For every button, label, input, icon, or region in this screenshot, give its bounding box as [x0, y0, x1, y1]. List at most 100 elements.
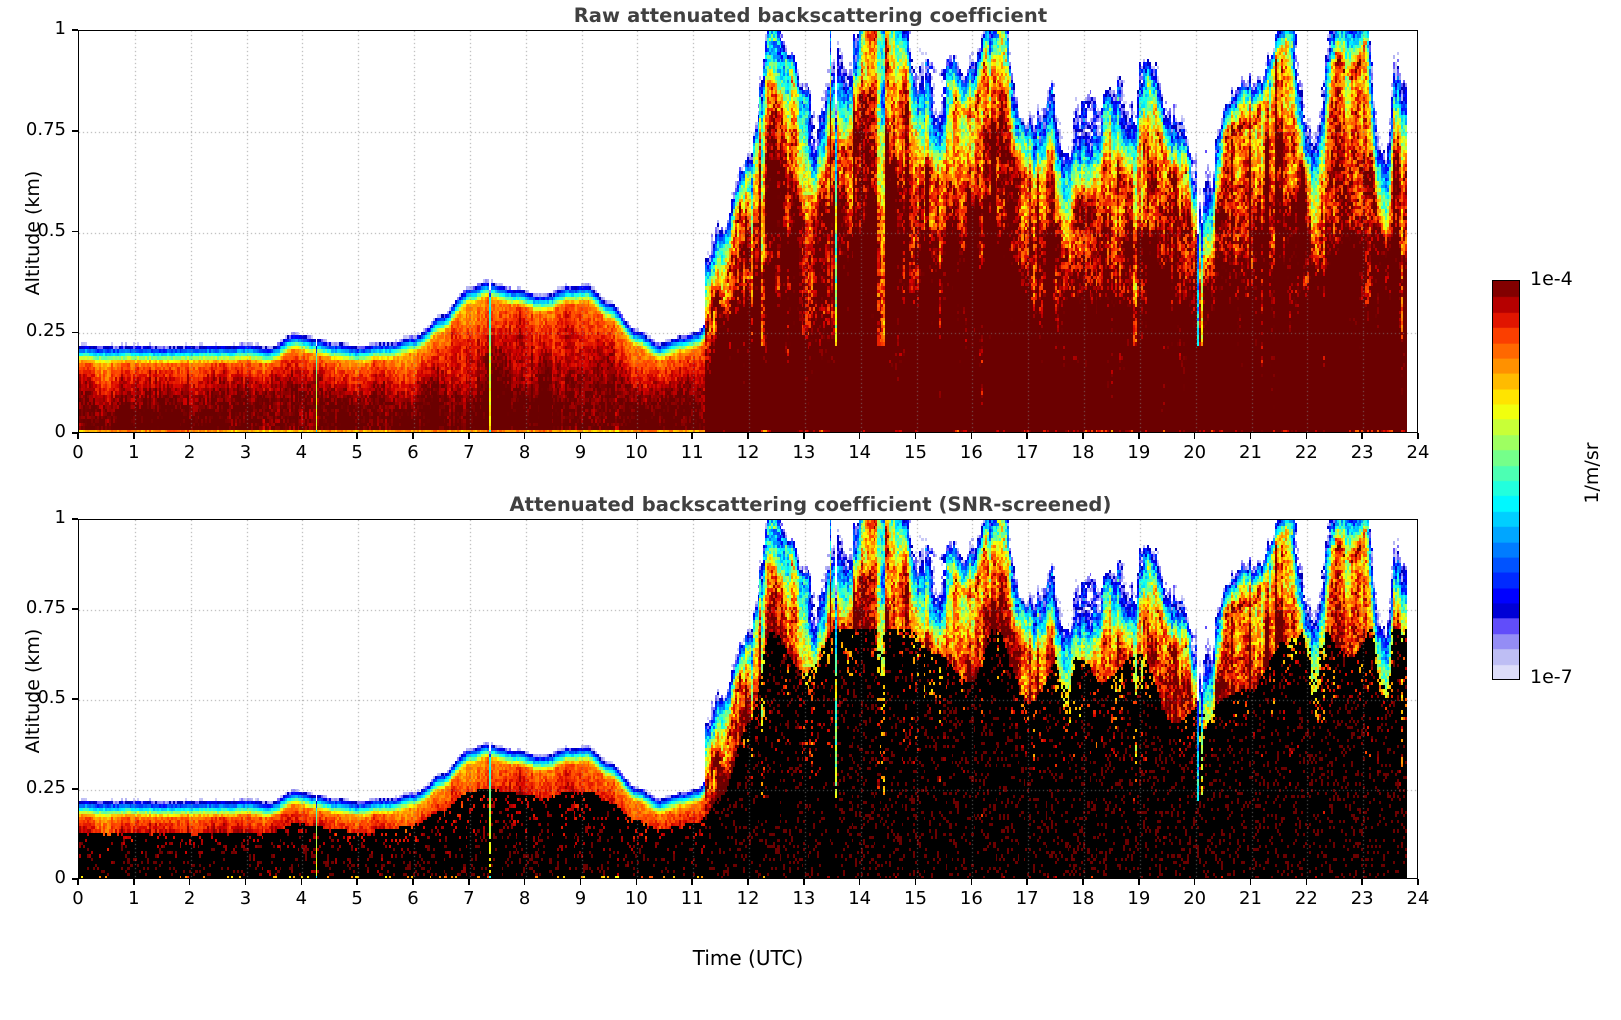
x-tickmark	[914, 433, 917, 439]
y-tickmark	[72, 230, 78, 233]
y-tick-label: 0	[54, 421, 66, 442]
x-tickmark	[691, 433, 693, 439]
x-tickmark	[1082, 433, 1084, 439]
x-tick-label: 18	[1071, 442, 1095, 463]
x-tickmark	[1026, 433, 1028, 439]
y-tickmark	[72, 130, 78, 132]
x-tick-label: 23	[1350, 442, 1374, 463]
colorbar-canvas	[1493, 281, 1519, 679]
heatmap-raw	[79, 31, 1417, 432]
y-tick-label: 0.75	[25, 118, 66, 140]
x-tick-label: 21	[1239, 888, 1262, 909]
plot-area-screened	[78, 519, 1418, 879]
x-tick-label: 0	[72, 442, 84, 463]
x-tick-label: 20	[1183, 888, 1207, 909]
x-tick-label: 13	[792, 442, 816, 463]
x-tickmark	[858, 879, 861, 885]
x-tick-label: 8	[518, 442, 531, 463]
x-tickmark	[1417, 879, 1419, 885]
x-tick-label: 14	[848, 888, 872, 909]
x-tick-label: 11	[680, 888, 704, 909]
y-tickmark	[72, 331, 78, 333]
x-tickmark	[1305, 433, 1308, 439]
x-tickmark	[1361, 879, 1363, 885]
y-tick-label: 0	[54, 867, 66, 888]
x-tick-label: 10	[624, 888, 648, 909]
x-tick-label: 4	[295, 888, 308, 909]
y-tickmark	[72, 878, 78, 880]
x-tickmark	[356, 879, 358, 885]
x-tickmark	[1082, 879, 1084, 885]
x-tick-label: 0	[72, 888, 84, 909]
x-tick-label: 19	[1127, 442, 1151, 463]
x-tickmark	[412, 879, 414, 885]
heatmap-screened	[79, 520, 1417, 878]
y-tickmark	[72, 698, 78, 700]
x-tickmark	[1138, 879, 1140, 885]
x-tick-label: 18	[1071, 888, 1095, 909]
x-tick-label: 22	[1294, 888, 1318, 909]
x-tick-label: 12	[736, 442, 760, 463]
x-tick-label: 17	[1015, 442, 1039, 463]
x-tick-label: 21	[1239, 442, 1262, 463]
plot-area-raw	[78, 30, 1418, 433]
x-tick-label: 12	[736, 888, 760, 909]
x-tick-label: 24	[1406, 442, 1430, 463]
x-tick-label: 14	[848, 442, 872, 463]
x-tickmark	[635, 879, 638, 885]
x-tickmark	[468, 433, 470, 439]
x-tick-label: 23	[1350, 888, 1374, 909]
y-tick-label: 0.25	[25, 320, 66, 342]
y-tick-label: 0.75	[25, 597, 66, 618]
x-tick-label: 20	[1183, 442, 1207, 463]
x-tick-label: 15	[904, 442, 927, 463]
y-tick-label: 0.5	[37, 687, 66, 708]
x-tickmark	[188, 433, 191, 439]
colorbar-min-label: 1e-7	[1530, 666, 1573, 688]
x-tickmark	[133, 433, 135, 439]
x-tickmark	[133, 879, 135, 885]
x-tickmark	[579, 433, 582, 439]
x-tick-label: 6	[407, 442, 419, 463]
x-tickmark	[858, 433, 861, 439]
x-tick-label: 1	[128, 442, 140, 463]
x-tick-label: 2	[183, 888, 196, 909]
colorbar-max-label: 1e-4	[1530, 268, 1573, 290]
x-tickmark	[970, 879, 973, 885]
x-tick-label: 9	[574, 442, 587, 463]
colorbar-gradient	[1492, 280, 1520, 680]
x-tick-label: 7	[463, 888, 475, 909]
x-tick-label: 8	[518, 888, 531, 909]
x-tick-label: 2	[183, 442, 196, 463]
x-tickmark	[914, 879, 917, 885]
x-tickmark	[523, 433, 526, 439]
x-tickmark	[579, 879, 582, 885]
x-tickmark	[803, 879, 805, 885]
panel-screened-title: Attenuated backscattering coefficient (S…	[509, 493, 1112, 516]
y-tick-label: 0.25	[25, 777, 66, 798]
x-tick-label: 13	[792, 888, 816, 909]
x-tickmark	[1417, 433, 1419, 439]
y-tick-label: 0.5	[37, 219, 66, 241]
x-tick-label: 17	[1015, 888, 1039, 909]
x-tickmark	[244, 879, 247, 885]
x-tick-label: 5	[351, 888, 363, 909]
x-tickmark	[1249, 433, 1252, 439]
x-tick-label: 10	[624, 442, 648, 463]
x-tickmark	[356, 433, 358, 439]
x-tickmark	[1305, 879, 1308, 885]
x-tickmark	[1249, 879, 1252, 885]
x-tick-label: 11	[680, 442, 704, 463]
x-axis-label: Time (UTC)	[692, 946, 804, 970]
x-tickmark	[523, 879, 526, 885]
x-tick-label: 16	[959, 888, 983, 909]
x-tickmark	[244, 433, 247, 439]
x-tick-label: 3	[239, 888, 252, 909]
x-tickmark	[747, 879, 749, 885]
x-tickmark	[468, 879, 470, 885]
panel-screened: Attenuated backscattering coefficient (S…	[0, 480, 1621, 1020]
x-tickmark	[412, 433, 414, 439]
panel-raw-title: Raw attenuated backscattering coefficien…	[573, 4, 1048, 27]
x-tickmark	[803, 433, 805, 439]
